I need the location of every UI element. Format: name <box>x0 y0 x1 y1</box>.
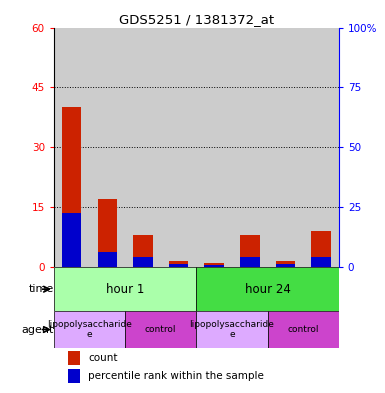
Bar <box>240 235 259 267</box>
Bar <box>54 28 90 267</box>
Bar <box>232 28 268 267</box>
Text: control: control <box>288 325 319 334</box>
Bar <box>161 28 196 267</box>
Bar <box>204 265 224 267</box>
Bar <box>90 28 125 267</box>
Bar <box>54 311 125 348</box>
Bar <box>196 267 339 311</box>
Bar <box>133 235 153 267</box>
Text: percentile rank within the sample: percentile rank within the sample <box>88 371 264 381</box>
Bar <box>311 231 331 267</box>
Bar <box>68 369 80 383</box>
Bar <box>204 263 224 267</box>
Text: agent: agent <box>22 325 54 334</box>
Bar <box>62 107 82 267</box>
Bar <box>125 28 161 267</box>
Bar <box>303 28 339 267</box>
Bar <box>268 311 339 348</box>
Text: time: time <box>28 284 54 294</box>
Bar <box>62 213 82 267</box>
Text: hour 24: hour 24 <box>244 283 291 296</box>
Bar <box>54 267 196 311</box>
Text: control: control <box>145 325 176 334</box>
Text: count: count <box>88 353 117 363</box>
Bar <box>68 351 80 365</box>
Bar <box>169 261 188 267</box>
Text: lipopolysaccharide
e: lipopolysaccharide e <box>189 320 275 339</box>
Bar <box>276 261 295 267</box>
Bar <box>268 28 303 267</box>
Bar <box>169 264 188 267</box>
Bar <box>97 199 117 267</box>
Bar <box>311 257 331 267</box>
Text: hour 1: hour 1 <box>106 283 144 296</box>
Title: GDS5251 / 1381372_at: GDS5251 / 1381372_at <box>119 13 274 26</box>
Bar <box>125 311 196 348</box>
Bar <box>196 28 232 267</box>
Bar <box>196 311 268 348</box>
Bar <box>276 264 295 267</box>
Bar <box>97 252 117 267</box>
Bar <box>240 257 259 267</box>
Text: lipopolysaccharide
e: lipopolysaccharide e <box>47 320 132 339</box>
Bar <box>133 257 153 267</box>
